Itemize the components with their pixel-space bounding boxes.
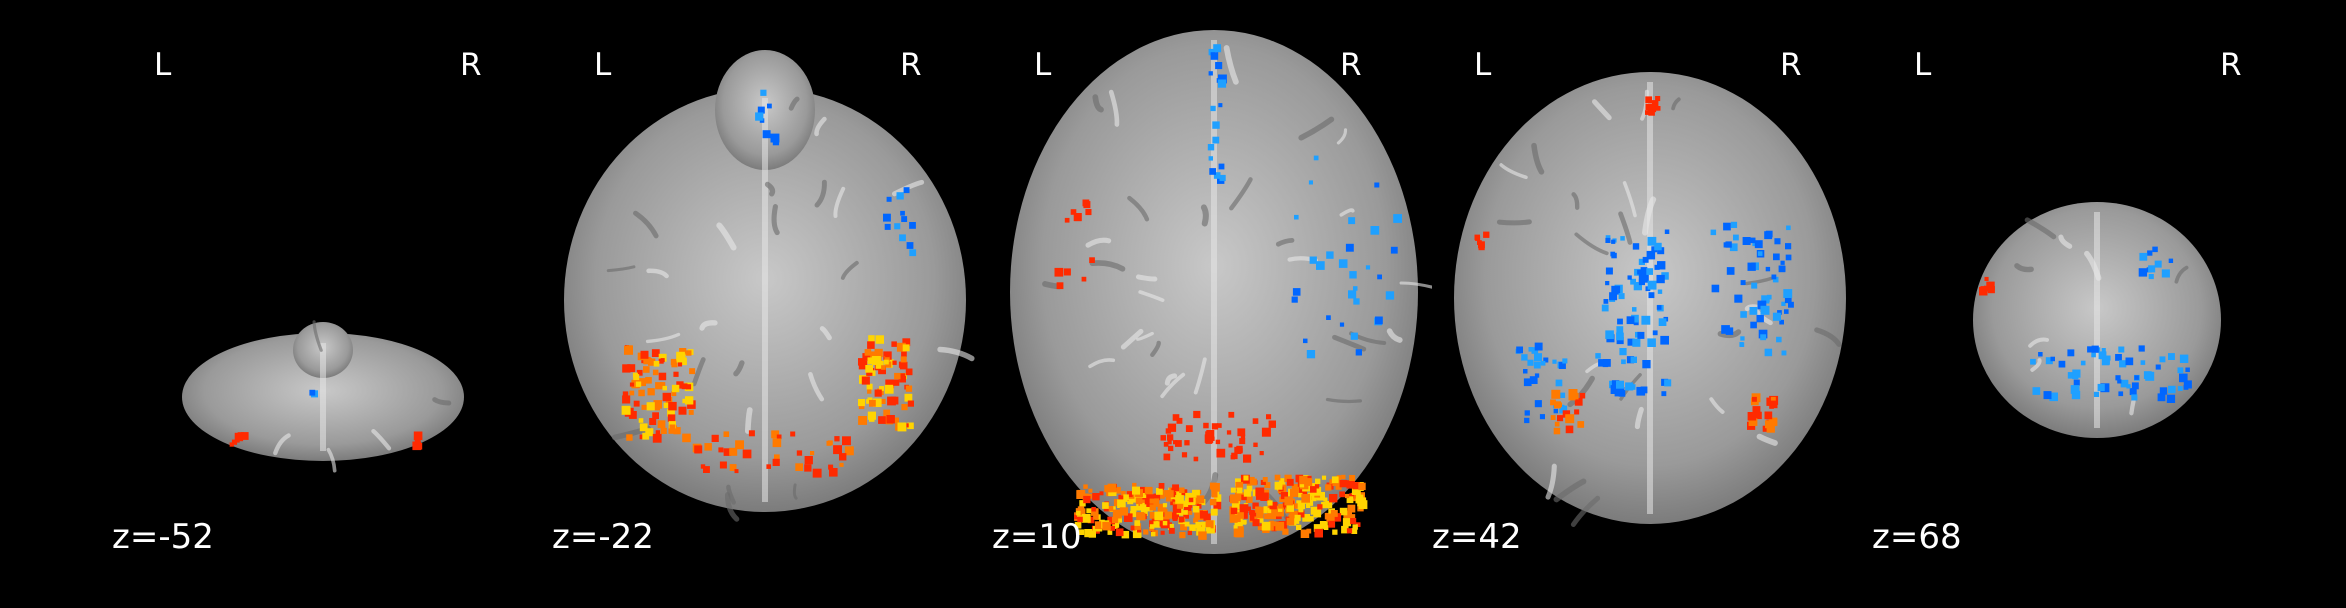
brain-template [564,50,975,522]
orientation-label-left: L [1034,47,1052,83]
slice-coordinate-label: z=-52 [112,517,214,557]
slice-coordinate-label: z=68 [1872,517,1962,557]
brain-slice-image [1010,30,1432,554]
orientation-label-right: R [1780,47,1802,83]
brain-slice-image [564,50,975,522]
brain-slice-image [1454,72,1846,527]
brain-template [182,320,464,473]
orientation-label-left: L [1914,47,1932,83]
brain-slice-image [182,320,464,473]
orientation-label-right: R [900,47,922,83]
brain-template [1010,30,1432,554]
brain-template [1973,202,2221,438]
activation-overlay [1979,246,2192,403]
activation-overlay [229,389,423,451]
orientation-label-left: L [594,47,612,83]
orientation-label-right: R [460,47,482,83]
slice-coordinate-label: z=42 [1432,517,1522,557]
brain-slice-image [1973,202,2221,438]
orientation-label-left: L [1474,47,1492,83]
activation-overlay [621,89,917,478]
activation-overlay [1474,96,1794,435]
orientation-label-left: L [154,47,172,83]
orientation-label-right: R [2220,47,2242,83]
orientation-label-right: R [1340,47,1362,83]
slice-coordinate-label: z=-22 [552,517,654,557]
activation-overlay [1054,44,1402,540]
slice-coordinate-label: z=10 [992,517,1082,557]
